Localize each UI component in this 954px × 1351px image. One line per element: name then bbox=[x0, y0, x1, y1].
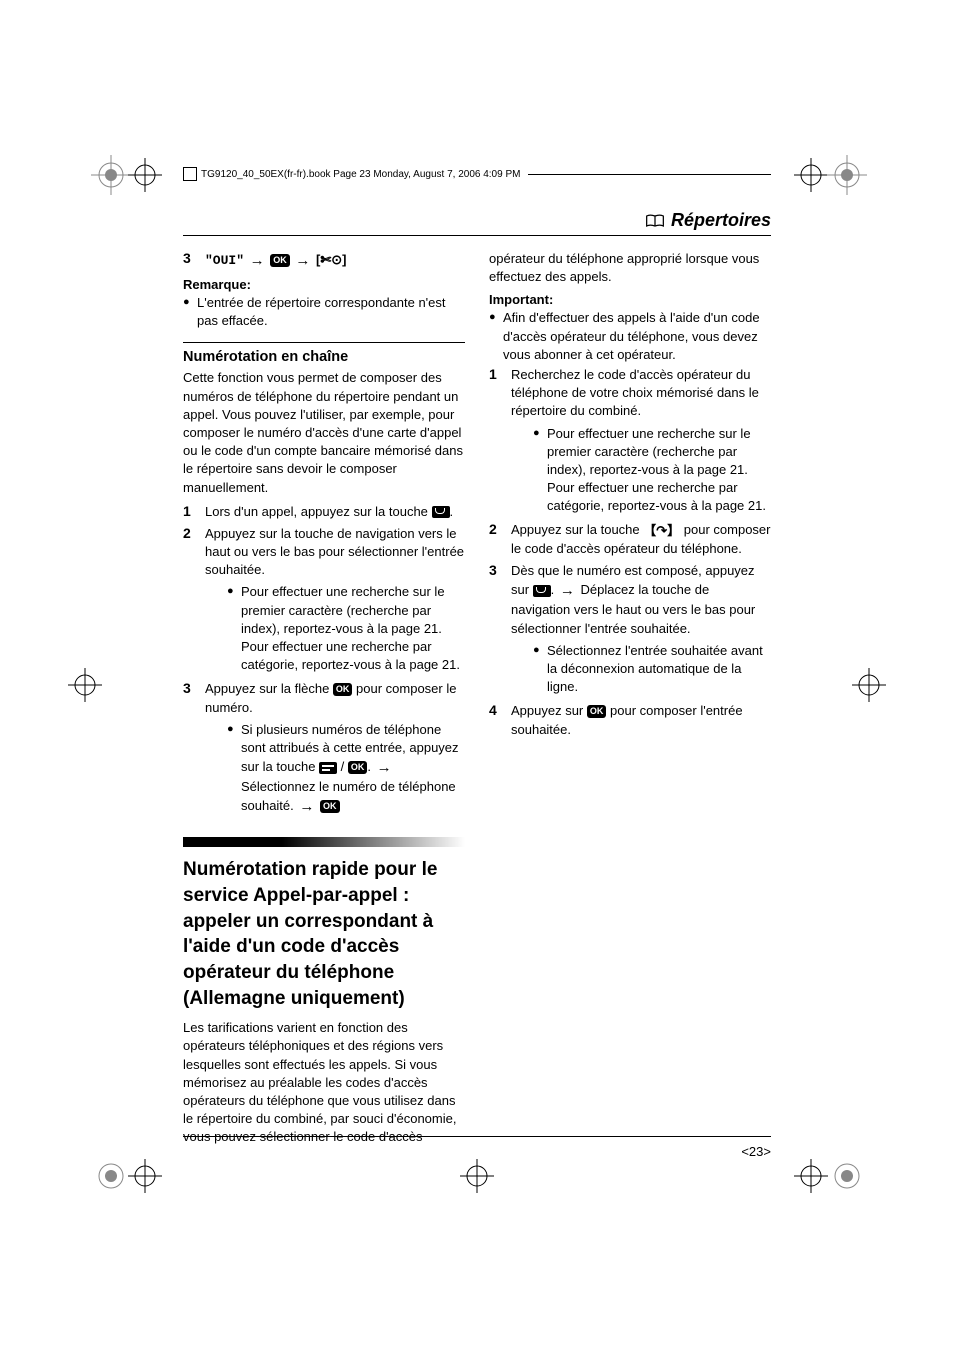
cont-para: opérateur du téléphone approprié lorsque… bbox=[489, 250, 771, 286]
arrow-icon: → bbox=[248, 252, 267, 269]
important-label: Important: bbox=[489, 292, 771, 307]
step-sub-text: Pour effectuer une recherche sur le prem… bbox=[241, 583, 465, 674]
arrow-icon: → bbox=[375, 759, 394, 776]
chain-dial-heading: Numérotation en chaîne bbox=[183, 349, 465, 365]
phonebook-icon bbox=[432, 506, 450, 518]
footer-rule bbox=[183, 1136, 771, 1137]
tarif-para: Les tarifications varient en fonction de… bbox=[183, 1019, 465, 1146]
remarque-label: Remarque: bbox=[183, 277, 465, 292]
step-text: Recherchez le code d'accès opérateur du … bbox=[511, 367, 759, 418]
ok-button-icon: OK bbox=[320, 800, 340, 813]
arrow-icon: → bbox=[558, 582, 577, 599]
step-sub-text: Pour effectuer une recherche sur le prem… bbox=[547, 425, 771, 516]
oui-text: "OUI" bbox=[205, 253, 244, 268]
page-number: <23> bbox=[741, 1144, 771, 1159]
right-step-1: 1 Recherchez le code d'accès opérateur d… bbox=[489, 366, 771, 518]
step-number: 4 bbox=[489, 702, 511, 738]
important-text: Afin d'effectuer des appels à l'aide d'u… bbox=[503, 309, 771, 364]
arrow-icon: → bbox=[293, 252, 312, 269]
phonebook-icon bbox=[533, 585, 551, 597]
right-step-2: 2 Appuyez sur la touche 【↷】 pour compose… bbox=[489, 521, 771, 558]
running-head: TG9120_40_50EX(fr-fr).book Page 23 Monda… bbox=[183, 167, 771, 181]
chain-step-3: 3 Appuyez sur la flèche OK pour composer… bbox=[183, 680, 465, 819]
right-step-4: 4 Appuyez sur OK pour composer l'entrée … bbox=[489, 702, 771, 738]
step-text: Appuyez sur la touche bbox=[511, 522, 643, 537]
ok-button-icon: OK bbox=[270, 254, 290, 267]
step-number: 3 bbox=[183, 680, 205, 819]
chain-step-1: 1 Lors d'un appel, appuyez sur la touche… bbox=[183, 503, 465, 521]
right-column: opérateur du téléphone approprié lorsque… bbox=[489, 250, 771, 1152]
step-number: 1 bbox=[489, 366, 511, 518]
call-icon: 【↷】 bbox=[643, 522, 680, 540]
step-text: Lors d'un appel, appuyez sur la touche bbox=[205, 504, 432, 519]
step-3-oui: 3 "OUI" → OK → [✄⊙] bbox=[183, 250, 465, 271]
page-content: Répertoires 3 "OUI" → OK → [✄⊙] Remarque… bbox=[183, 210, 771, 1161]
right-step-3: 3 Dès que le numéro est composé, appuyez… bbox=[489, 562, 771, 698]
registration-mark-icon bbox=[822, 1151, 872, 1201]
ok-button-icon: OK bbox=[587, 705, 607, 718]
book-icon bbox=[645, 214, 665, 228]
registration-mark-icon bbox=[120, 1151, 170, 1201]
step-number: 3 bbox=[489, 562, 511, 698]
list-icon bbox=[319, 762, 337, 774]
step-text: Appuyez sur bbox=[511, 703, 587, 718]
registration-mark-icon bbox=[822, 150, 872, 200]
step-number: 1 bbox=[183, 503, 205, 521]
arrow-icon: → bbox=[297, 798, 316, 815]
step-text: Appuyez sur la flèche bbox=[205, 681, 333, 696]
step-number: 3 bbox=[183, 250, 205, 271]
important-bullet: ● Afin d'effectuer des appels à l'aide d… bbox=[489, 309, 771, 364]
step-number: 2 bbox=[489, 521, 511, 558]
registration-mark-icon bbox=[844, 660, 894, 710]
left-column: 3 "OUI" → OK → [✄⊙] Remarque: ● L'entrée… bbox=[183, 250, 465, 1152]
ok-button-icon: OK bbox=[333, 683, 353, 696]
gradient-divider bbox=[183, 837, 465, 847]
section-header: Répertoires bbox=[183, 210, 771, 236]
remarque-bullet: ● L'entrée de répertoire correspondante … bbox=[183, 294, 465, 330]
step-sub-text: Si plusieurs numéros de téléphone sont a… bbox=[241, 721, 465, 818]
ok-button-icon: OK bbox=[348, 761, 368, 774]
step-text: Appuyez sur la touche de navigation vers… bbox=[205, 526, 464, 577]
running-head-text: TG9120_40_50EX(fr-fr).book Page 23 Monda… bbox=[201, 169, 520, 180]
chain-dial-para: Cette fonction vous permet de composer d… bbox=[183, 369, 465, 496]
section-title: Répertoires bbox=[671, 210, 771, 231]
speed-dial-heading: Numérotation rapide pour le service Appe… bbox=[183, 857, 465, 1011]
divider bbox=[183, 342, 465, 343]
registration-mark-icon bbox=[60, 660, 110, 710]
registration-mark-icon bbox=[120, 150, 170, 200]
chain-step-2: 2 Appuyez sur la touche de navigation ve… bbox=[183, 525, 465, 677]
hangup-icon: [✄⊙] bbox=[316, 251, 346, 269]
remarque-text: L'entrée de répertoire correspondante n'… bbox=[197, 294, 465, 330]
step-sub-text: Sélectionnez l'entrée souhaitée avant la… bbox=[547, 642, 771, 697]
step-number: 2 bbox=[183, 525, 205, 677]
